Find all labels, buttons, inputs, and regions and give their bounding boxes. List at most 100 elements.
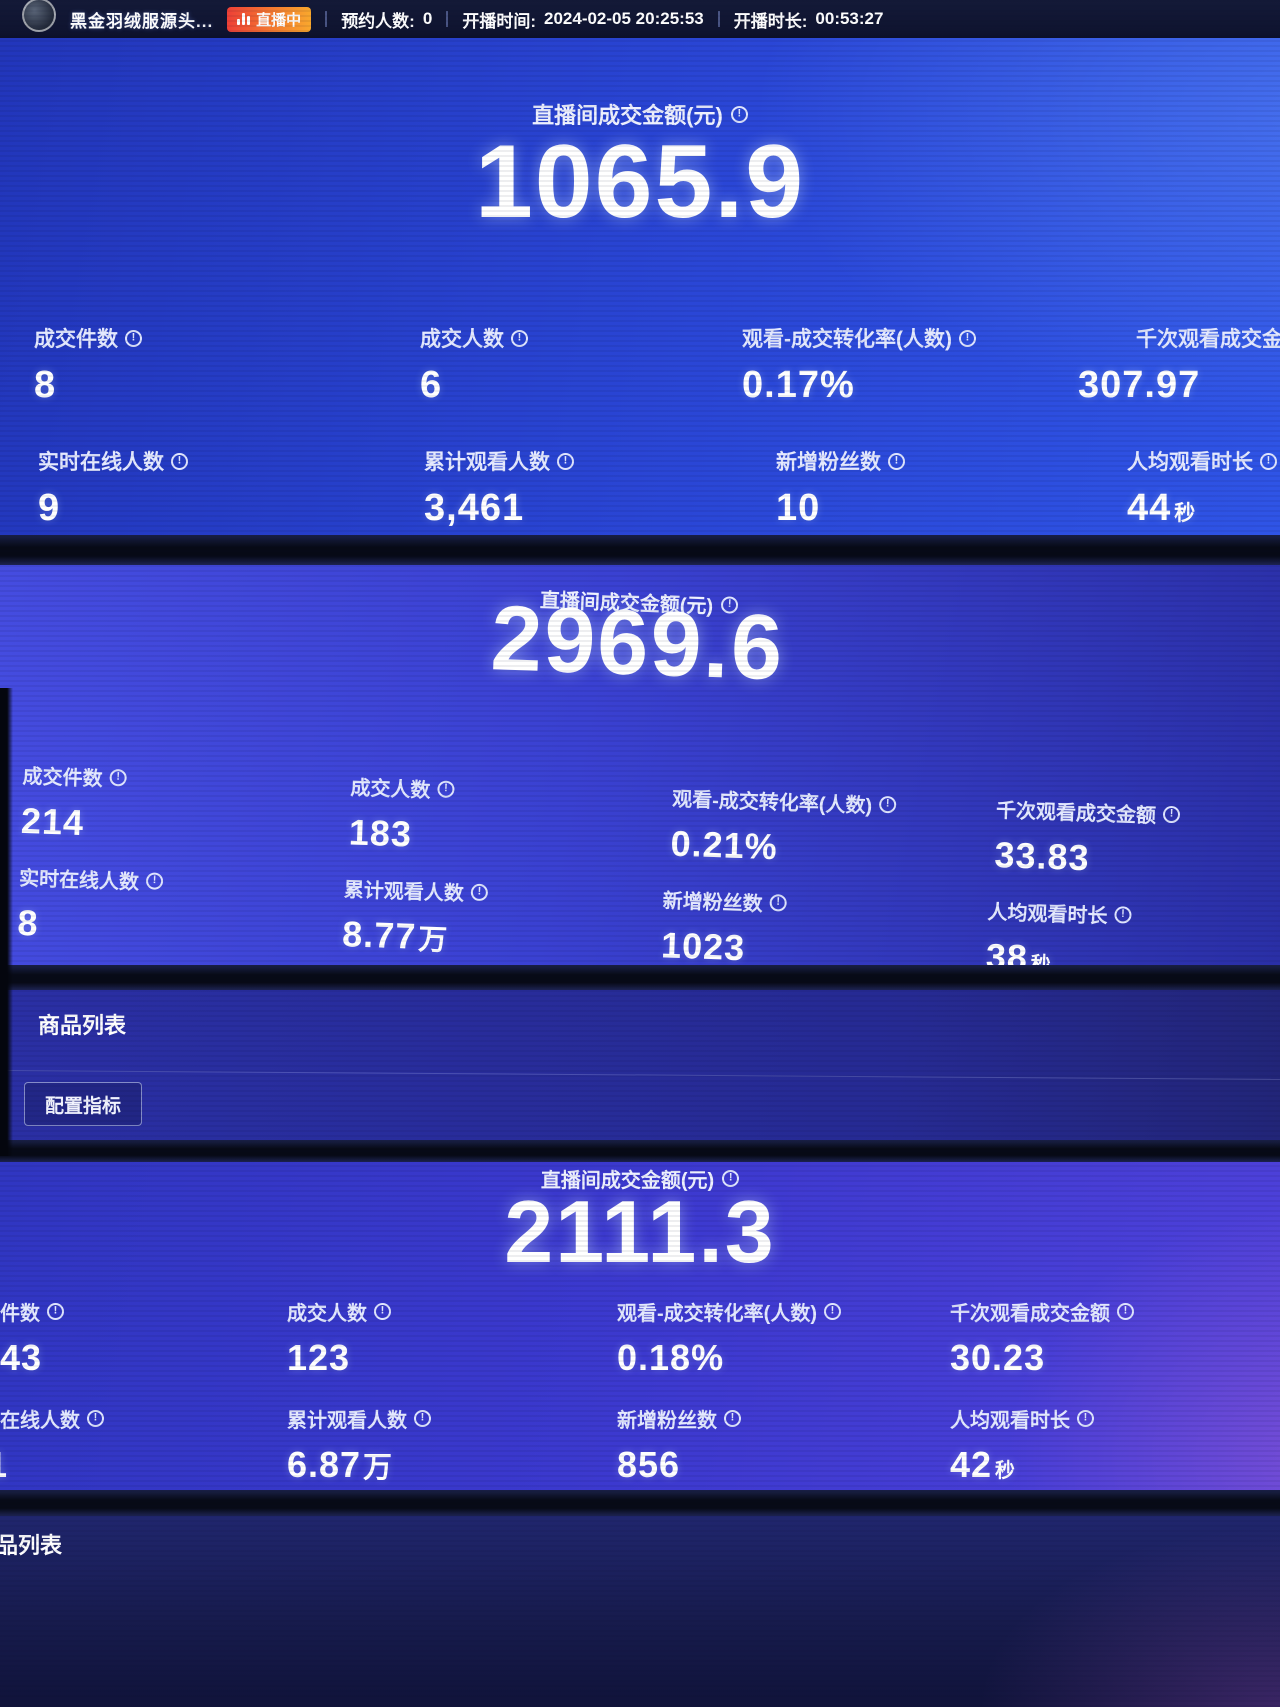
- gmv-value: 2111.3: [504, 1182, 776, 1281]
- info-icon[interactable]: !: [414, 1410, 431, 1427]
- metric-label-text: 观看-成交转化率(人数): [671, 788, 873, 818]
- metric-label-text: 观看-成交转化率(人数): [742, 328, 952, 351]
- dashboard-panel-1: 直播间成交金额(元) ! 1065.9 成交件数 ! 8 成交人数 ! 6 观看…: [0, 38, 1280, 535]
- metric-value: 38秒: [985, 936, 1130, 965]
- metric-deal-users: 成交人数 ! 183: [348, 771, 455, 857]
- configure-metrics-button[interactable]: 配置指标: [24, 1082, 143, 1126]
- metric-value: 42 秒: [950, 1444, 1094, 1486]
- metric-label: 成交人数 !: [287, 1297, 391, 1326]
- info-icon[interactable]: !: [437, 780, 455, 798]
- gmv-value: 1065.9: [474, 124, 806, 240]
- header-divider: [717, 11, 720, 27]
- panel-separator: [0, 1140, 1280, 1162]
- metric-label: 人均观看时长 !: [1127, 446, 1277, 476]
- info-icon[interactable]: !: [145, 872, 164, 890]
- metric-label-text: 累计观看人数: [343, 879, 465, 906]
- metric-label: 成交人数 !: [350, 771, 455, 804]
- bottom-product-list-section: 品列表: [0, 1516, 1280, 1707]
- metric-deal-items: 成交件数 ! 214: [20, 760, 127, 846]
- info-icon[interactable]: !: [1117, 1303, 1134, 1320]
- metric-value: 183: [348, 811, 413, 855]
- gmv-title-text: 直播间成交金额(元): [540, 1170, 715, 1192]
- metric-value: 0.17%: [742, 364, 855, 406]
- metric-value-unit: 秒: [1174, 502, 1197, 525]
- metric-label-text: 新增粉丝数: [662, 890, 763, 916]
- metric-label-text: 在线人数: [0, 1410, 80, 1432]
- info-icon[interactable]: !: [1077, 1410, 1094, 1427]
- metric-label: 观看-成交转化率(人数) !: [672, 783, 897, 820]
- info-icon[interactable]: !: [171, 452, 188, 470]
- metric-total-viewers: 累计观看人数 ! 8.77万: [342, 873, 489, 960]
- metric-total-viewers: 累计观看人数 ! 3,461: [424, 446, 574, 530]
- info-icon-glyph: !: [885, 797, 890, 810]
- metric-label: 成交人数 !: [420, 323, 528, 353]
- metric-label: 观看-成交转化率(人数) !: [617, 1297, 841, 1326]
- panel-separator: [0, 535, 1280, 565]
- info-icon[interactable]: !: [888, 452, 905, 470]
- info-icon[interactable]: !: [87, 1410, 104, 1427]
- info-icon[interactable]: !: [958, 329, 976, 347]
- metric-label-text: 千次观看成交金额: [950, 1303, 1110, 1325]
- metric-label-text: 人均观看时长: [987, 901, 1108, 928]
- header-divider: [325, 11, 328, 27]
- info-icon[interactable]: !: [1114, 906, 1132, 924]
- metric-value: 8: [34, 364, 57, 406]
- metric-label-text: 成交人数: [350, 777, 431, 803]
- metric-online-now: 实时在线人数 ! 9: [38, 446, 188, 530]
- info-icon-glyph: !: [53, 1304, 58, 1317]
- metric-deal-users: 成交人数 ! 6: [420, 323, 528, 407]
- reserved-count-value: 0: [422, 9, 433, 28]
- avatar[interactable]: [22, 0, 56, 32]
- metric-value: 0.21%: [669, 822, 779, 868]
- info-icon-glyph: !: [965, 331, 970, 343]
- info-icon[interactable]: !: [125, 329, 142, 347]
- metric-value: 44 秒: [1127, 487, 1277, 530]
- gmv-title: 直播间成交金额(元) !: [0, 1164, 1280, 1193]
- metric-value-unit: 万: [417, 923, 449, 957]
- info-icon[interactable]: !: [730, 105, 748, 123]
- panel-2-content: 直播间成交金额(元) ! 2969.6 成交件数 ! 214 成交人数 ! 18…: [0, 565, 1279, 965]
- info-icon-glyph: !: [1120, 907, 1126, 920]
- metric-total-viewers: 累计观看人数 ! 6.87万: [287, 1404, 431, 1486]
- info-icon[interactable]: !: [769, 894, 787, 912]
- metric-value-unit: 秒: [1030, 953, 1052, 965]
- metric-label: 新增粉丝数 !: [617, 1404, 741, 1433]
- metric-label-text: 成交人数: [420, 328, 504, 351]
- info-icon-glyph: !: [517, 331, 522, 343]
- gmv-title-text: 直播间成交金额(元): [532, 103, 723, 128]
- info-icon[interactable]: !: [109, 768, 127, 787]
- info-icon[interactable]: !: [1162, 805, 1181, 824]
- reserved-count-label: 预约人数:: [341, 11, 415, 31]
- metric-label-text: 千次观看成交金: [1136, 328, 1280, 351]
- info-icon-glyph: !: [737, 107, 742, 119]
- metric-view-conversion: 观看-成交转化率(人数) ! 0.21%: [670, 783, 897, 873]
- metric-value: 3,461: [424, 487, 525, 529]
- metric-label: 人均观看时长 !: [987, 896, 1132, 930]
- metric-label: 人均观看时长 !: [950, 1404, 1094, 1433]
- metric-deal-items-cut: 件数 ! 43: [0, 1297, 64, 1379]
- metric-value-cut: 1: [0, 1444, 10, 1486]
- metric-new-followers: 新增粉丝数 ! 1023: [660, 884, 787, 965]
- info-icon[interactable]: !: [724, 1410, 741, 1427]
- metric-label-text: 成交件数: [34, 328, 118, 351]
- metric-value-unit: 秒: [995, 1460, 1016, 1482]
- info-icon[interactable]: !: [511, 329, 528, 347]
- metric-value: 43: [0, 1337, 43, 1378]
- metric-label: 新增粉丝数 !: [776, 446, 905, 476]
- metric-view-conversion: 观看-成交转化率(人数) ! 0.18%: [617, 1297, 841, 1379]
- info-icon[interactable]: !: [722, 1170, 740, 1187]
- info-icon[interactable]: !: [374, 1303, 391, 1320]
- info-icon[interactable]: !: [823, 1303, 841, 1320]
- info-icon[interactable]: !: [1260, 452, 1277, 470]
- metric-label-text: 新增粉丝数: [776, 451, 881, 474]
- info-icon[interactable]: !: [47, 1303, 64, 1320]
- metric-value: 214: [20, 799, 85, 844]
- metric-value: 307.97: [1078, 364, 1201, 406]
- info-icon[interactable]: !: [557, 452, 574, 470]
- info-icon[interactable]: !: [878, 795, 897, 814]
- metric-label-text: 千次观看成交金额: [995, 799, 1157, 828]
- gmv-value: 2969.6: [489, 587, 787, 700]
- info-icon[interactable]: !: [470, 883, 489, 902]
- metric-label: 新增粉丝数 !: [662, 884, 787, 917]
- info-icon-glyph: !: [152, 874, 157, 887]
